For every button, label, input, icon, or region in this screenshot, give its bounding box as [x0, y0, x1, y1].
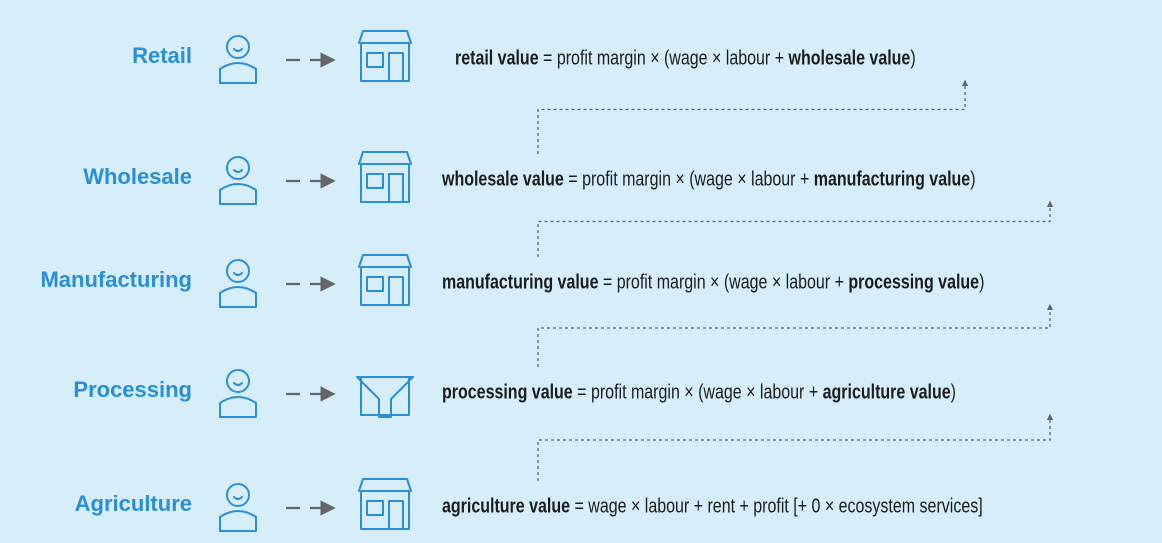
equation: manufacturing value = profit margin × (w… — [442, 271, 984, 293]
icon-part — [389, 174, 403, 202]
icon-part — [220, 287, 256, 307]
icon-part — [234, 273, 242, 275]
equation-term-bold: retail value — [455, 47, 539, 69]
icon-part — [234, 170, 242, 172]
icon-part — [227, 36, 249, 58]
icon-part — [227, 260, 249, 282]
equation-term-bold: processing value — [442, 381, 573, 403]
icon-part — [359, 152, 411, 164]
stage-row: Processing processing value = profit marg… — [73, 370, 956, 417]
icon-part — [389, 53, 403, 81]
icon-part — [361, 491, 409, 529]
icon-part — [359, 31, 411, 43]
icon-part — [361, 267, 409, 305]
equation-term: = profit margin × (wage × labour + — [573, 381, 823, 403]
icon-part — [234, 497, 242, 499]
icon-part — [367, 53, 383, 67]
equation-term-bold: processing value — [848, 271, 979, 293]
icon-part — [234, 49, 242, 51]
icon-part — [234, 383, 242, 385]
equation-term: = profit margin × (wage × labour + — [598, 271, 848, 293]
connector-arrow — [538, 202, 1050, 257]
icon-part — [361, 377, 409, 415]
equation-term: ) — [951, 381, 956, 403]
equation-term: ) — [979, 271, 984, 293]
value-chain-diagram: Retail retail value = profit margin × (wa… — [0, 0, 1162, 543]
icon-part — [220, 397, 256, 417]
equation-term: = wage × labour + rent + profit [+ 0 × e… — [570, 495, 983, 517]
equation-term-bold: wholesale value — [788, 47, 911, 69]
stage-row: Manufacturing manufacturing value = profi… — [40, 255, 984, 307]
icon-part — [367, 174, 383, 188]
icon-part — [220, 63, 256, 83]
icon-part — [359, 479, 411, 491]
icon-part — [227, 484, 249, 506]
icon-part — [389, 277, 403, 305]
equation-term-bold: agriculture value — [823, 381, 951, 403]
equation-term: = profit margin × (wage × labour + — [564, 168, 814, 190]
stage-label: Agriculture — [75, 491, 192, 516]
icon-part — [357, 377, 413, 417]
icon-part — [359, 255, 411, 267]
icon-part — [227, 157, 249, 179]
icon-part — [389, 501, 403, 529]
icon-part — [367, 277, 383, 291]
stage-row: Retail retail value = profit margin × (wa… — [132, 31, 916, 83]
equation: agriculture value = wage × labour + rent… — [442, 495, 983, 517]
connector-arrow — [538, 415, 1050, 481]
connector-arrow — [538, 305, 1050, 367]
equation: processing value = profit margin × (wage… — [442, 381, 956, 403]
equation-term-bold: manufacturing value — [814, 168, 970, 190]
equation-term: ) — [910, 47, 915, 69]
equation-term: = profit margin × (wage × labour + — [539, 47, 789, 69]
connector-arrow — [538, 81, 965, 154]
icon-part — [361, 43, 409, 81]
stage-row: Agriculture agriculture value = wage × la… — [75, 479, 983, 531]
stage-row: Wholesale wholesale value = profit margin… — [83, 152, 975, 204]
stage-label: Retail — [132, 43, 192, 68]
stage-label: Wholesale — [83, 164, 192, 189]
icon-part — [227, 370, 249, 392]
equation: retail value = profit margin × (wage × l… — [455, 47, 916, 69]
icon-part — [367, 501, 383, 515]
equation-term-bold: agriculture value — [442, 495, 570, 517]
icon-part — [220, 184, 256, 204]
stage-label: Manufacturing — [40, 267, 192, 292]
stage-label: Processing — [73, 377, 192, 402]
equation-term-bold: wholesale value — [441, 168, 564, 190]
equation-term: ) — [970, 168, 975, 190]
icon-part — [220, 511, 256, 531]
equation: wholesale value = profit margin × (wage … — [441, 168, 975, 190]
icon-part — [361, 164, 409, 202]
equation-term-bold: manufacturing value — [442, 271, 598, 293]
